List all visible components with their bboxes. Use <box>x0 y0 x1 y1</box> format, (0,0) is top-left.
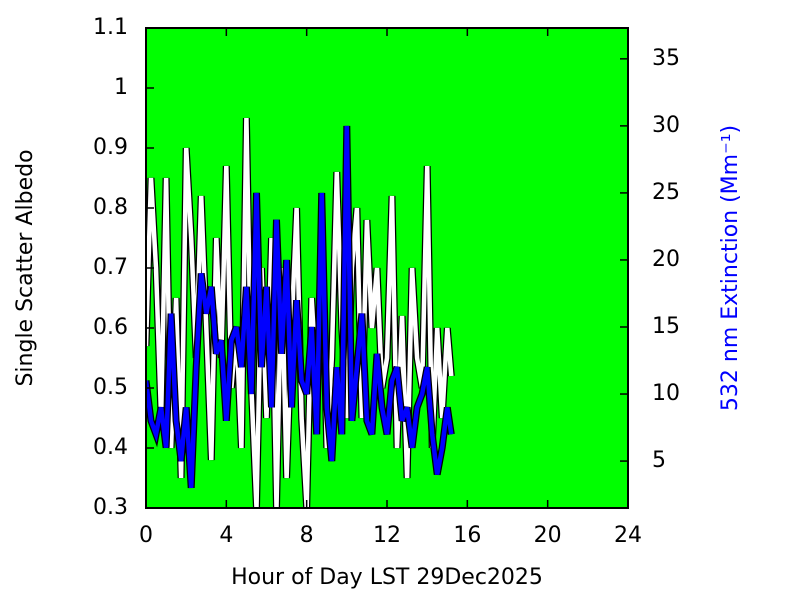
y2-tick-label: 15 <box>652 314 680 339</box>
y2-tick-label: 20 <box>652 247 680 272</box>
x-tick-label: 0 <box>139 523 153 548</box>
y-tick-label: 1 <box>114 75 128 100</box>
y-tick-label: 0.8 <box>93 195 128 220</box>
y-axis-label: Single Scatter Albedo <box>13 149 38 386</box>
y2-tick-label: 30 <box>652 113 680 138</box>
x-tick-label: 12 <box>373 523 401 548</box>
y2-tick-label: 5 <box>652 448 666 473</box>
lines <box>146 117 455 508</box>
y2-tick-label: 35 <box>652 46 680 71</box>
y2-axis-label: 532 nm Extinction (Mm⁻¹) <box>718 125 743 411</box>
y-tick-label: 0.6 <box>93 315 128 340</box>
x-tick-label: 16 <box>453 523 481 548</box>
y2-tick-label: 25 <box>652 180 680 205</box>
y2-tick-label: 10 <box>652 381 680 406</box>
y-tick-label: 0.4 <box>93 435 128 460</box>
x-tick-label: 4 <box>219 523 233 548</box>
x-tick-label: 20 <box>534 523 562 548</box>
y-tick-label: 0.3 <box>93 495 128 520</box>
y-tick-label: 1.1 <box>93 15 128 40</box>
y-tick-label: 0.7 <box>93 255 128 280</box>
x-tick-label: 8 <box>300 523 314 548</box>
y-tick-label: 0.5 <box>93 375 128 400</box>
y-tick-label: 0.9 <box>93 135 128 160</box>
series-line <box>146 125 454 489</box>
x-tick-label: 24 <box>614 523 642 548</box>
x-axis-label: Hour of Day LST 29Dec2025 <box>231 565 543 590</box>
